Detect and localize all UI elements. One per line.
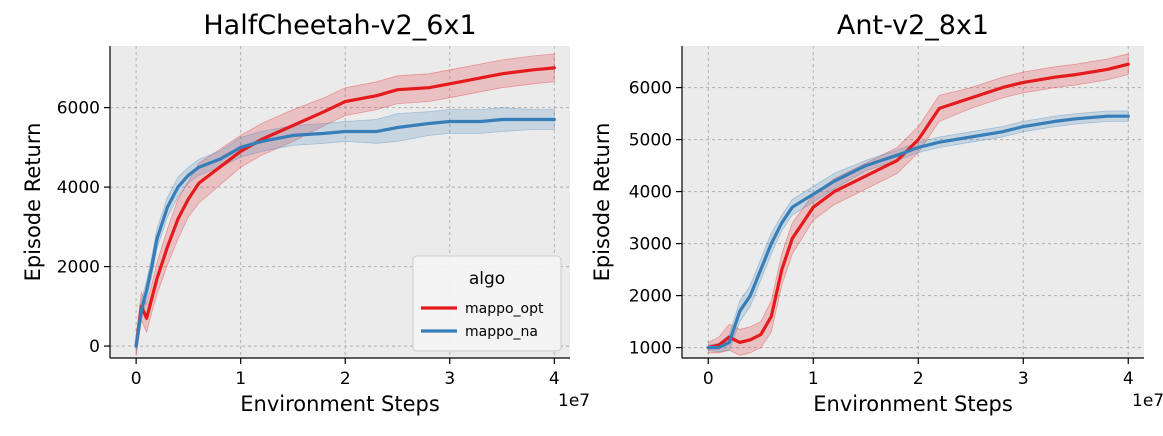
x-tick-label: 1 xyxy=(808,369,819,389)
x-tick-label: 4 xyxy=(1123,369,1134,389)
plot-background xyxy=(682,46,1144,358)
series-line-mappo_opt xyxy=(134,66,556,348)
x-tick-label: 4 xyxy=(549,369,560,389)
x-axis-label: Environment Steps xyxy=(240,392,440,416)
x-offset-label: 1e7 xyxy=(558,391,590,411)
y-tick-label: 4000 xyxy=(57,178,100,198)
y-tick-label: 5000 xyxy=(629,131,672,151)
legend-label-mappo_na: mappo_na xyxy=(465,324,538,340)
x-tick-label: 3 xyxy=(1018,369,1029,389)
series-line-mappo_opt xyxy=(706,62,1130,350)
chart-title: HalfCheetah-v2_6x1 xyxy=(203,10,476,41)
x-offset-label: 1e7 xyxy=(1132,391,1163,411)
legend-label-mappo_opt: mappo_opt xyxy=(465,301,544,317)
y-tick-label: 4000 xyxy=(629,183,672,203)
y-tick-label: 0 xyxy=(89,337,100,357)
y-tick-label: 6000 xyxy=(629,79,672,99)
x-tick-label: 3 xyxy=(444,369,455,389)
x-tick-label: 0 xyxy=(703,369,714,389)
panel-1 xyxy=(104,46,570,364)
series-line-mappo_na xyxy=(706,114,1130,350)
y-tick-label: 6000 xyxy=(57,99,100,119)
y-tick-label: 2000 xyxy=(57,258,100,278)
chart-title: Ant-v2_8x1 xyxy=(837,10,989,41)
series-line-mappo_na xyxy=(134,117,556,348)
y-tick-label: 1000 xyxy=(629,339,672,359)
series-band-mappo_opt xyxy=(707,53,1129,356)
series-band-mappo_na xyxy=(707,110,1129,353)
y-tick-label: 2000 xyxy=(629,287,672,307)
y-axis-label: Episode Return xyxy=(590,123,614,282)
x-tick-label: 2 xyxy=(340,369,351,389)
legend-title: algo xyxy=(469,269,505,289)
y-tick-label: 3000 xyxy=(629,235,672,255)
x-tick-label: 1 xyxy=(235,369,246,389)
x-tick-label: 0 xyxy=(131,369,142,389)
legend-box xyxy=(412,255,562,352)
series-band-mappo_na xyxy=(135,107,555,353)
panel-2 xyxy=(676,46,1144,364)
y-axis-label: Episode Return xyxy=(21,123,45,282)
x-axis-label: Environment Steps xyxy=(813,392,1013,416)
x-tick-label: 2 xyxy=(913,369,924,389)
